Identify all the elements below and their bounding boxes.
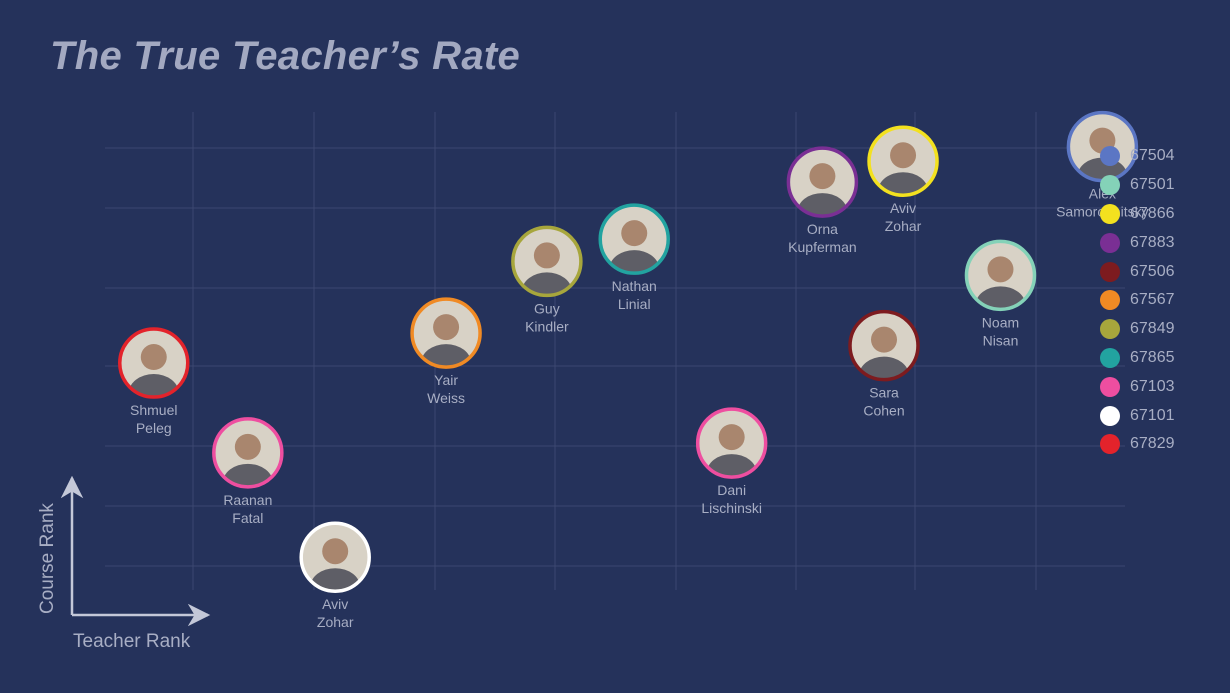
series-ring — [867, 125, 939, 197]
series-ring — [848, 309, 920, 382]
series-ring — [786, 146, 859, 218]
teacher-last-name: Linial — [618, 296, 651, 312]
avatar-icon — [222, 433, 273, 486]
avatar-icon — [706, 424, 757, 477]
legend-item: 67567 — [1100, 286, 1175, 315]
legend-item: 67103 — [1100, 372, 1175, 401]
legend-label: 67504 — [1130, 147, 1175, 165]
avatar-icon — [521, 242, 572, 295]
legend-swatch — [1100, 434, 1120, 455]
teacher-point[interactable]: Noam Nisan — [964, 239, 1037, 348]
teacher-first-name: Dani — [717, 482, 746, 498]
teacher-last-name: Fatal — [232, 510, 263, 526]
avatar-icon — [609, 220, 660, 273]
chart-axes: Teacher Rank Course Rank — [37, 475, 211, 652]
y-axis-label: Course Rank — [37, 503, 58, 614]
legend-item: 67829 — [1100, 430, 1175, 459]
teacher-first-name: Yair — [434, 372, 458, 388]
teacher-first-name: Guy — [534, 300, 560, 316]
legend-swatch — [1100, 347, 1120, 368]
avatar-icon — [421, 314, 472, 367]
teacher-first-name: Noam — [982, 314, 1019, 330]
series-ring — [598, 203, 670, 275]
avatar-icon — [128, 344, 179, 397]
avatar-icon — [975, 256, 1026, 309]
avatar-icon — [797, 163, 848, 216]
legend-swatch — [1100, 175, 1120, 196]
legend-swatch — [1100, 319, 1120, 340]
legend-label: 67501 — [1130, 176, 1175, 194]
legend-item: 67101 — [1100, 401, 1175, 430]
legend-item: 67866 — [1100, 200, 1175, 229]
series-ring — [212, 417, 284, 489]
legend-item: 67501 — [1100, 171, 1175, 200]
legend-swatch — [1100, 232, 1120, 253]
legend-item: 67865 — [1100, 344, 1175, 373]
teacher-first-name: Shmuel — [130, 402, 177, 418]
teacher-last-name: Weiss — [427, 390, 465, 406]
teacher-point[interactable]: Aviv Zohar — [299, 521, 371, 630]
teacher-point[interactable]: AlexSamorodnitsky — [1056, 110, 1149, 220]
teacher-point[interactable]: Nathan Linial — [598, 203, 670, 312]
legend-label: 67865 — [1130, 348, 1175, 366]
series-ring — [118, 327, 190, 399]
legend-label: 67101 — [1130, 406, 1175, 424]
teacher-point[interactable]: Dani Lischinski — [695, 407, 768, 516]
series-ring — [964, 239, 1037, 312]
teacher-first-name: Sara — [869, 385, 899, 401]
teacher-last-name: Zohar — [885, 218, 922, 234]
teacher-point[interactable]: Aviv Zohar — [867, 125, 939, 234]
legend-label: 67506 — [1130, 262, 1175, 280]
avatar-icon — [878, 142, 929, 195]
legend-swatch — [1100, 290, 1120, 311]
legend-label: 67567 — [1130, 291, 1175, 309]
legend-label: 67866 — [1130, 204, 1175, 222]
series-ring — [299, 521, 371, 593]
legend-label: 67103 — [1130, 377, 1175, 395]
teacher-first-name: Aviv — [322, 596, 348, 612]
series-ring — [511, 225, 583, 298]
teacher-last-name: Cohen — [863, 403, 904, 419]
legend-item: 67883 — [1100, 228, 1175, 257]
legend-swatch — [1100, 376, 1120, 397]
chart-points: Shmuel Peleg Raanan Fatal Aviv Zohar Yair Weiss… — [118, 110, 1149, 630]
teacher-point[interactable]: Raanan Fatal — [212, 417, 284, 526]
teacher-first-name: Aviv — [890, 200, 916, 216]
series-ring — [695, 407, 768, 479]
teacher-last-name: Kindler — [525, 318, 569, 334]
legend-swatch — [1100, 261, 1120, 282]
legend-label: 67849 — [1130, 320, 1175, 338]
legend-swatch — [1100, 203, 1120, 224]
teacher-point[interactable]: Shmuel Peleg — [118, 327, 190, 436]
x-axis-label: Teacher Rank — [73, 631, 191, 652]
teacher-last-name: Kupferman — [788, 239, 856, 255]
legend-item: 67504 — [1100, 142, 1175, 171]
chart-grid — [105, 112, 1125, 590]
legend-swatch — [1100, 146, 1120, 167]
teacher-last-name: Lischinski — [701, 500, 762, 516]
teacher-first-name: Nathan — [612, 278, 657, 294]
teacher-last-name: Nisan — [983, 332, 1019, 348]
teacher-point[interactable]: Orna Kupferman — [786, 146, 859, 255]
teacher-point[interactable]: Guy Kindler — [511, 225, 583, 334]
avatar-icon — [859, 326, 909, 379]
teacher-last-name: Peleg — [136, 420, 172, 436]
series-ring — [410, 297, 482, 369]
teacher-point[interactable]: Yair Weiss — [410, 297, 482, 406]
chart-title: The True Teacher’s Rate — [50, 34, 521, 78]
chart-legend: 67504 67501 67866 67883 67506 67567 67849 67865… — [1100, 142, 1175, 459]
teacher-first-name: Orna — [807, 221, 838, 237]
legend-item: 67849 — [1100, 315, 1175, 344]
legend-swatch — [1100, 405, 1120, 426]
teacher-last-name: Zohar — [317, 614, 354, 630]
teacher-first-name: Raanan — [223, 492, 272, 508]
teacher-point[interactable]: Sara Cohen — [848, 309, 920, 419]
avatar-icon — [310, 538, 361, 591]
legend-label: 67829 — [1130, 435, 1175, 453]
legend-label: 67883 — [1130, 233, 1175, 251]
legend-item: 67506 — [1100, 257, 1175, 286]
